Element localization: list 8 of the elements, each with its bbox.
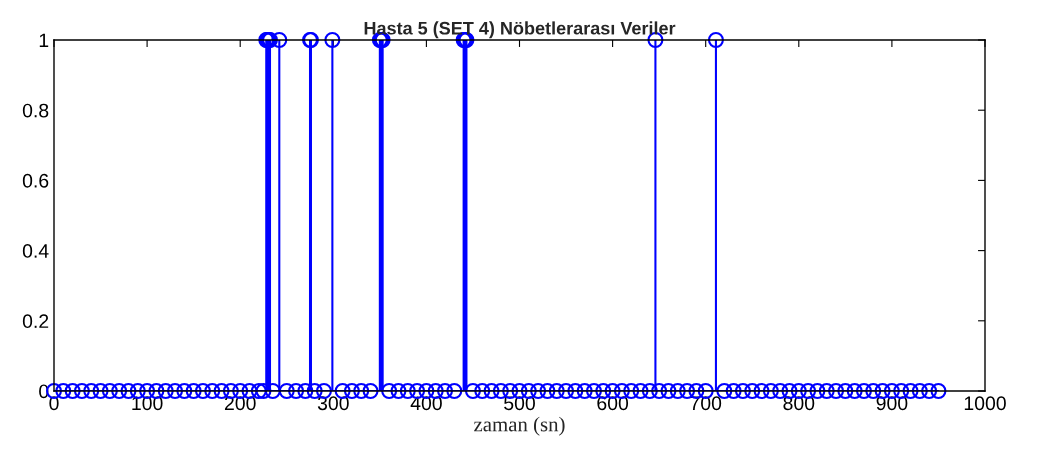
y-tick-label: 0.2 — [22, 314, 49, 329]
y-tick-label: 1 — [39, 33, 49, 48]
y-tick-label: 0.8 — [22, 103, 49, 118]
x-axis-title: zaman (sn) — [474, 416, 565, 436]
y-tick-label: 0.6 — [22, 173, 49, 188]
x-tick-label: 1000 — [964, 396, 1006, 411]
y-tick-label: 0.4 — [22, 244, 49, 258]
chart-title: Hasta 5 (SET 4) Nöbetlerarası Veriler — [364, 21, 676, 39]
